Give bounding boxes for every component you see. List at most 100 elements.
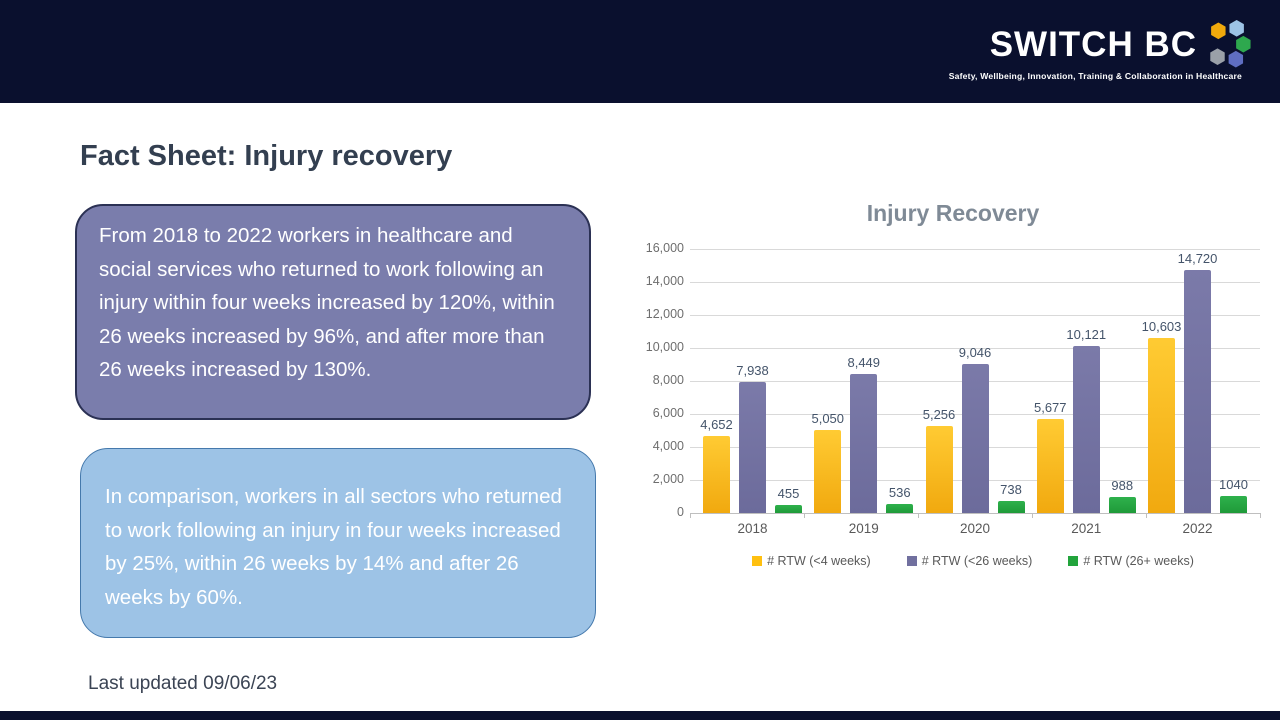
- bar-slot: 1040: [1219, 477, 1248, 513]
- bar-series2-2020: [997, 501, 1025, 513]
- bar-data-label: 7,938: [736, 363, 769, 378]
- last-updated-label: Last updated 09/06/23: [88, 673, 278, 694]
- bar-series0-2022: [1148, 338, 1175, 513]
- bar-group-2021: 5,677 10,121 988: [1034, 327, 1136, 513]
- y-axis-tick-label: 16,000: [645, 241, 684, 255]
- bar-series1-2018: [739, 382, 766, 513]
- bar-group-2022: 10,603 14,720 1040: [1142, 251, 1248, 513]
- x-axis-tick: [1146, 513, 1147, 518]
- bar-data-label: 8,449: [847, 355, 881, 370]
- legend-swatch-icon: [1068, 556, 1079, 566]
- chart-title: Injury Recovery: [866, 200, 1040, 226]
- bar-slot: 738: [997, 482, 1025, 513]
- legend-swatch-icon: [752, 556, 763, 566]
- x-axis-label-2019: 2019: [848, 521, 879, 536]
- bar-data-label: 536: [888, 485, 911, 500]
- bar-slot: 10,121: [1066, 327, 1106, 513]
- bar-slot: 4,652: [700, 417, 733, 513]
- bar-data-label: 5,256: [922, 407, 956, 422]
- bar-slot: 9,046: [959, 345, 991, 513]
- y-axis-tick-label: 10,000: [645, 340, 684, 354]
- bar-data-label: 5,050: [811, 411, 845, 426]
- y-axis-tick-label: 0: [677, 505, 684, 519]
- bar-data-label: 14,720: [1177, 251, 1218, 266]
- logo-tagline: Safety, Wellbeing, Innovation, Training …: [948, 71, 1242, 81]
- bar-slot: 5,677: [1034, 400, 1067, 513]
- bar-series2-2021: [1108, 497, 1136, 513]
- y-axis-tick-label: 12,000: [645, 307, 684, 321]
- header-bar: SWITCH BC Safety, Wellbeing, Innovation,…: [0, 0, 1280, 103]
- callout-healthcare-stats: From 2018 to 2022 workers in healthcare …: [75, 204, 591, 420]
- gridline: [690, 315, 1260, 316]
- bar-data-label: 10,603: [1141, 319, 1182, 334]
- bar-data-label: 1040: [1219, 477, 1248, 492]
- bar-data-label: 4,652: [700, 417, 733, 432]
- gridline: [690, 348, 1260, 349]
- y-axis-tick-label: 8,000: [652, 373, 684, 387]
- bar-slot: 8,449: [847, 355, 880, 513]
- bar-slot: 10,603: [1142, 319, 1181, 513]
- bar-data-label: 10,121: [1066, 327, 1107, 342]
- bar-slot: 536: [886, 485, 914, 513]
- bar-series0-2020: [925, 426, 953, 513]
- y-axis-tick-label: 2,000: [652, 472, 684, 486]
- bar-slot: 7,938: [736, 363, 769, 513]
- x-axis-tick: [1260, 513, 1261, 518]
- bar-series2-2019: [886, 504, 914, 513]
- footer-bar: [0, 711, 1280, 720]
- bar-groups: 4,652 7,938 455 5,050 8,449 536 5,256 9,046 738 5…: [690, 249, 1260, 513]
- x-axis-tick: [918, 513, 919, 518]
- chart-x-axis-labels: 2018 2019 2020 2021 2022: [690, 521, 1260, 536]
- bar-slot: 988: [1108, 478, 1136, 513]
- legend-label: # RTW (<26 weeks): [921, 554, 1033, 568]
- logo-wordmark: SWITCH BC: [989, 25, 1197, 64]
- x-axis-tick: [1032, 513, 1033, 518]
- x-axis-label-2022: 2022: [1182, 521, 1213, 536]
- bar-series1-2020: [961, 364, 989, 513]
- bar-data-label: 5,677: [1033, 400, 1067, 415]
- x-axis-tick: [804, 513, 805, 518]
- bar-series0-2018: [703, 436, 730, 513]
- x-axis-tick: [690, 513, 691, 518]
- legend-item: # RTW (<4 weeks): [752, 554, 871, 568]
- bar-data-label: 9,046: [958, 345, 992, 360]
- legend-item: # RTW (<26 weeks): [906, 554, 1033, 568]
- bar-data-label: 738: [1000, 482, 1022, 497]
- chart-legend: # RTW (<4 weeks) # RTW (<26 weeks) # RTW (…: [682, 554, 1264, 568]
- bar-series1-2019: [850, 374, 878, 513]
- bar-group-2018: 4,652 7,938 455: [700, 363, 802, 513]
- gridline: [690, 249, 1260, 250]
- bar-series2-2018: [775, 505, 802, 513]
- injury-recovery-chart: Injury Recovery 16,000 14,000 12,000 10,000…: [642, 200, 1264, 600]
- legend-swatch-icon: [906, 556, 917, 566]
- y-axis-tick-label: 14,000: [645, 274, 684, 288]
- gridline: [690, 513, 1260, 514]
- bar-slot: 455: [775, 486, 802, 513]
- bar-slot: 5,050: [811, 411, 844, 513]
- bar-series0-2021: [1036, 419, 1064, 513]
- hexagon-cluster-icon: [1210, 20, 1251, 68]
- legend-item: # RTW (26+ weeks): [1068, 554, 1194, 568]
- switch-bc-logo: SWITCH BC: [990, 20, 1255, 70]
- bar-data-label: 455: [777, 486, 800, 501]
- x-axis-label-2021: 2021: [1071, 521, 1102, 536]
- legend-label: # RTW (26+ weeks): [1083, 554, 1194, 568]
- bar-series1-2022: [1184, 270, 1211, 513]
- bar-group-2019: 5,050 8,449 536: [811, 355, 914, 513]
- y-axis-tick-label: 6,000: [652, 406, 684, 420]
- y-axis-tick-label: 4,000: [652, 439, 684, 453]
- bar-data-label: 988: [1111, 478, 1134, 493]
- chart-plot-area: 16,000 14,000 12,000 10,000 8,000 6,000 4,000 2…: [646, 241, 1261, 519]
- legend-label: # RTW (<4 weeks): [767, 554, 871, 568]
- gridline: [690, 282, 1260, 283]
- bar-series0-2019: [814, 430, 842, 513]
- bar-series1-2021: [1072, 346, 1100, 513]
- callout-all-sectors-stats: In comparison, workers in all sectors wh…: [80, 448, 596, 638]
- bar-series2-2022: [1220, 496, 1247, 513]
- bar-group-2020: 5,256 9,046 738: [923, 345, 1025, 513]
- x-axis-label-2020: 2020: [959, 521, 991, 536]
- bar-slot: 14,720: [1178, 251, 1217, 513]
- page-title: Fact Sheet: Injury recovery: [80, 140, 453, 172]
- bar-slot: 5,256: [923, 407, 955, 513]
